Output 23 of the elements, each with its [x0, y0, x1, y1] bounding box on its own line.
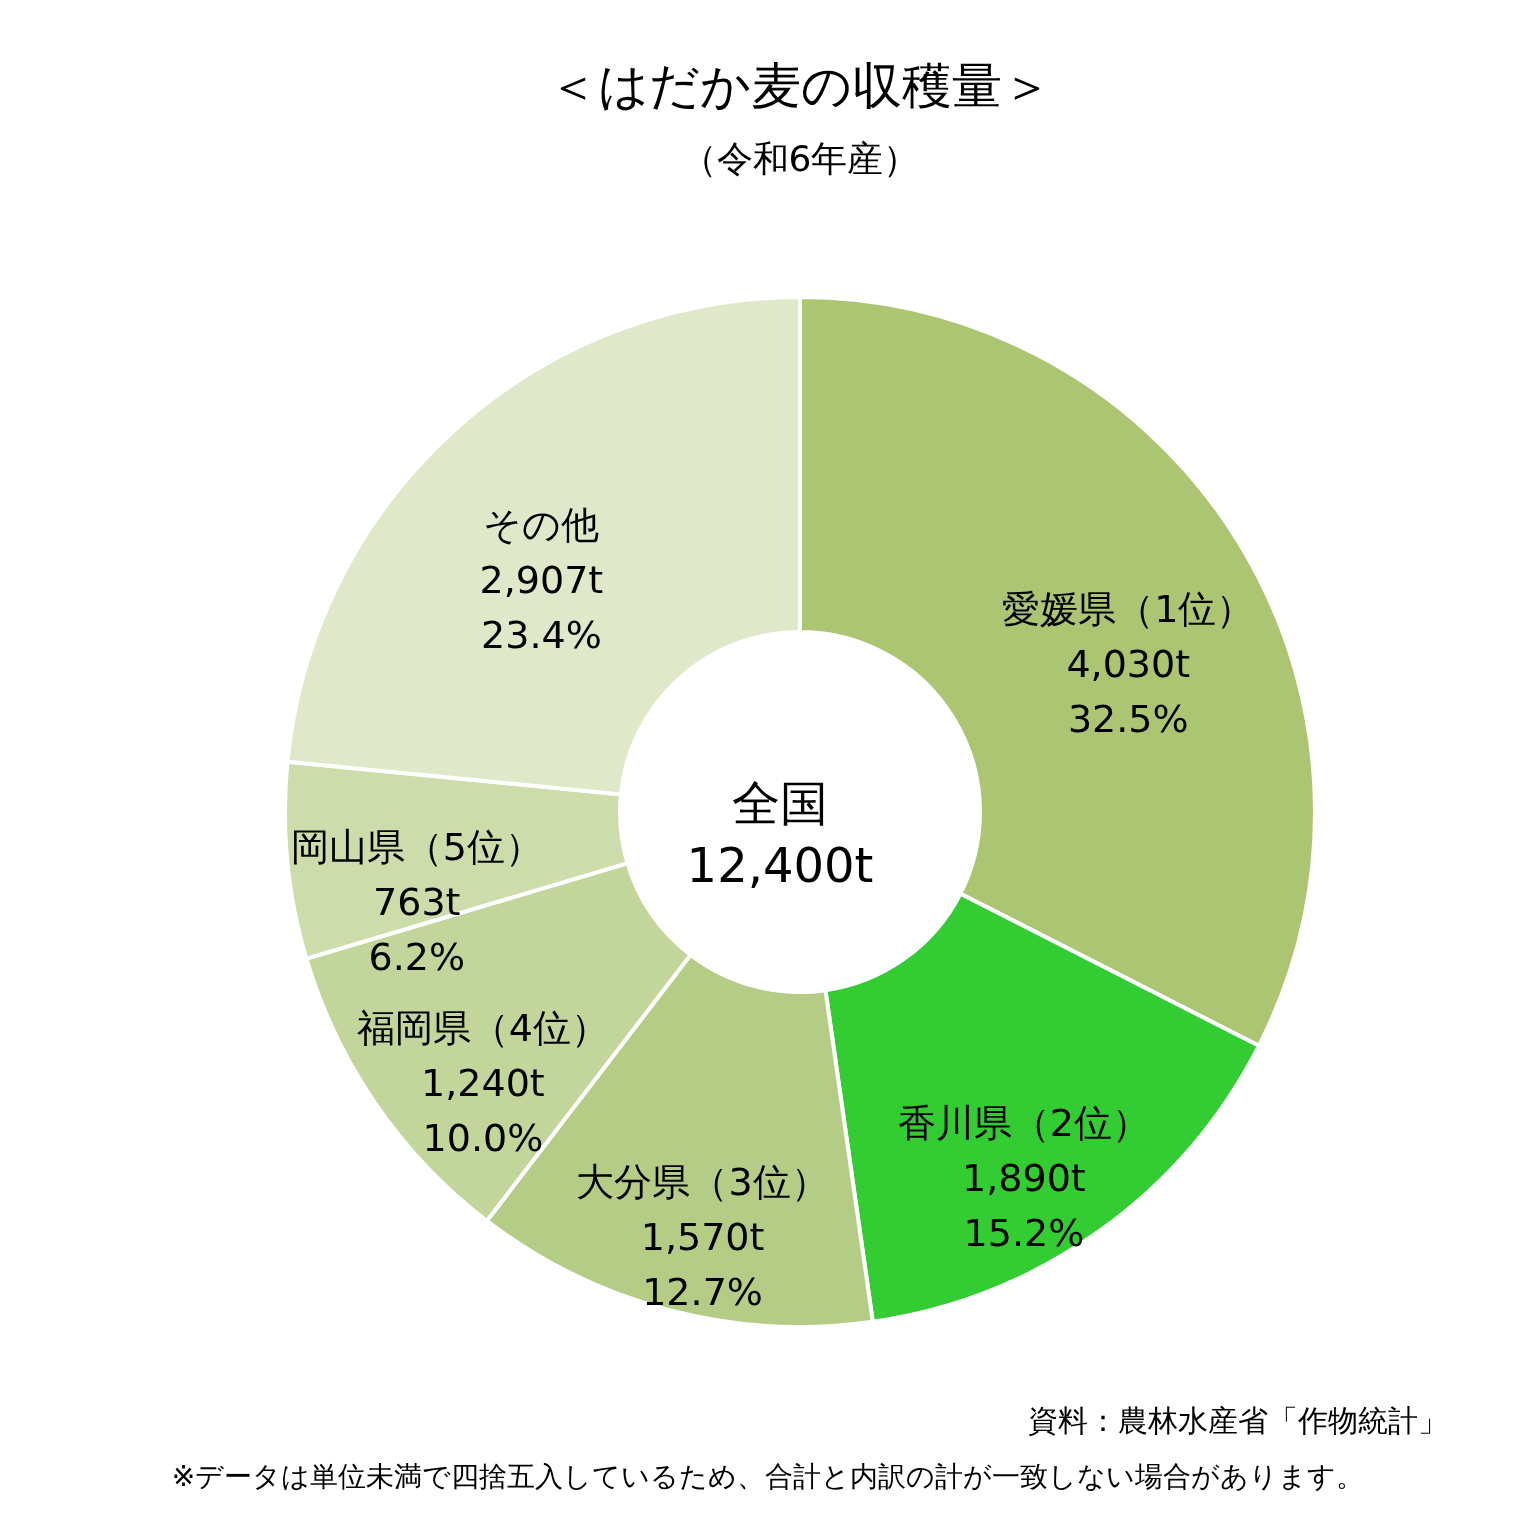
slice-label: 香川県（2位） [897, 1101, 1151, 1146]
data-label: 1,890t [962, 1156, 1086, 1201]
text: 全国 12,400t [686, 775, 874, 893]
data-label: 1,240t [421, 1061, 545, 1106]
text: 23.4% [481, 612, 602, 657]
slice-label: 福岡県（4位） [356, 1006, 609, 1051]
data-label: 4,030t [1066, 641, 1191, 686]
data-label: 1,570t [640, 1215, 765, 1260]
text: 10.0% [422, 1116, 544, 1161]
text: 12.7% [642, 1270, 763, 1315]
text: 6.2% [368, 934, 466, 979]
slice-label: 大分県（3位） [576, 1160, 829, 1205]
text: 15.2% [963, 1211, 1085, 1256]
text: ※データは単位未満で四捨五入しているため、合計と内訳の計が一致しない場合があります。 [171, 1460, 1365, 1493]
text: 資料：農林水産省「作物統計」 [1028, 1403, 1448, 1438]
slice-label: 愛媛県（1位） [1002, 586, 1255, 631]
slice-label: その他 [483, 502, 600, 547]
slice-label: 岡山県（5位） [290, 824, 543, 869]
chart-subtitle: （令和6年産） [680, 138, 920, 179]
data-label: 2,907t [479, 557, 604, 602]
data-label: 763t [373, 879, 461, 924]
text: 32.5% [1067, 696, 1189, 741]
chart-title: ＜はだか麦の収穫量＞ [548, 57, 1052, 115]
